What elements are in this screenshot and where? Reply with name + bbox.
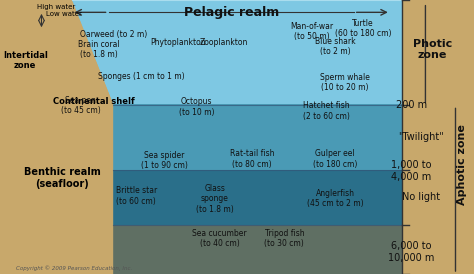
Text: Continental shelf: Continental shelf (53, 97, 135, 106)
Text: Rat-tail fish
(to 80 cm): Rat-tail fish (to 80 cm) (230, 149, 274, 169)
Text: Man-of-war
(to 50 m): Man-of-war (to 50 m) (291, 22, 334, 41)
Text: Photic
zone: Photic zone (413, 39, 452, 60)
Text: 200 m: 200 m (396, 101, 427, 110)
Polygon shape (113, 225, 402, 274)
Text: Aphotic zone: Aphotic zone (457, 124, 467, 205)
Text: Zooplankton: Zooplankton (200, 38, 248, 47)
Text: Oarweed (to 2 m): Oarweed (to 2 m) (80, 30, 147, 39)
Text: Sperm whale
(10 to 20 m): Sperm whale (10 to 20 m) (319, 73, 369, 92)
Text: Phytoplankton: Phytoplankton (150, 38, 206, 47)
Text: Intertidal
zone: Intertidal zone (3, 51, 48, 70)
Text: Benthic realm
(seafloor): Benthic realm (seafloor) (24, 167, 100, 189)
Polygon shape (113, 104, 402, 170)
Text: Sea spider
(1 to 90 cm): Sea spider (1 to 90 cm) (141, 151, 188, 170)
Polygon shape (113, 170, 402, 225)
Text: Tripod fish
(to 30 cm): Tripod fish (to 30 cm) (264, 229, 304, 248)
Text: Brain coral
(to 1.8 m): Brain coral (to 1.8 m) (79, 40, 120, 59)
Text: 6,000 to
10,000 m: 6,000 to 10,000 m (388, 241, 435, 263)
Text: Pelagic realm: Pelagic realm (183, 6, 279, 19)
Text: Hatchet fish
(2 to 60 cm): Hatchet fish (2 to 60 cm) (302, 101, 349, 121)
Text: Low water: Low water (46, 11, 82, 17)
Text: Blue shark
(to 2 m): Blue shark (to 2 m) (315, 37, 356, 56)
Text: Anglerfish
(45 cm to 2 m): Anglerfish (45 cm to 2 m) (307, 189, 364, 208)
Polygon shape (11, 0, 113, 274)
Text: Gulper eel
(to 180 cm): Gulper eel (to 180 cm) (313, 149, 357, 169)
Text: Turtle
(60 to 180 cm): Turtle (60 to 180 cm) (335, 19, 391, 38)
Polygon shape (113, 225, 402, 274)
Text: Copyright © 2009 Pearson Education, Inc.: Copyright © 2009 Pearson Education, Inc. (16, 266, 132, 271)
Text: Brittle star
(to 60 cm): Brittle star (to 60 cm) (116, 186, 157, 206)
Text: Sea pen
(to 45 cm): Sea pen (to 45 cm) (61, 96, 100, 115)
Text: No light: No light (402, 192, 440, 202)
Text: Octopus
(to 10 m): Octopus (to 10 m) (179, 97, 214, 116)
Polygon shape (72, 0, 402, 104)
Text: Glass
sponge
(to 1.8 m): Glass sponge (to 1.8 m) (196, 184, 234, 213)
Text: 1,000 to
4,000 m: 1,000 to 4,000 m (392, 161, 432, 182)
Text: Sponges (1 cm to 1 m): Sponges (1 cm to 1 m) (98, 72, 184, 81)
Text: Sea cucumber
(to 40 cm): Sea cucumber (to 40 cm) (192, 229, 247, 248)
Text: "Twilight": "Twilight" (398, 132, 444, 142)
Text: High water: High water (37, 4, 75, 10)
